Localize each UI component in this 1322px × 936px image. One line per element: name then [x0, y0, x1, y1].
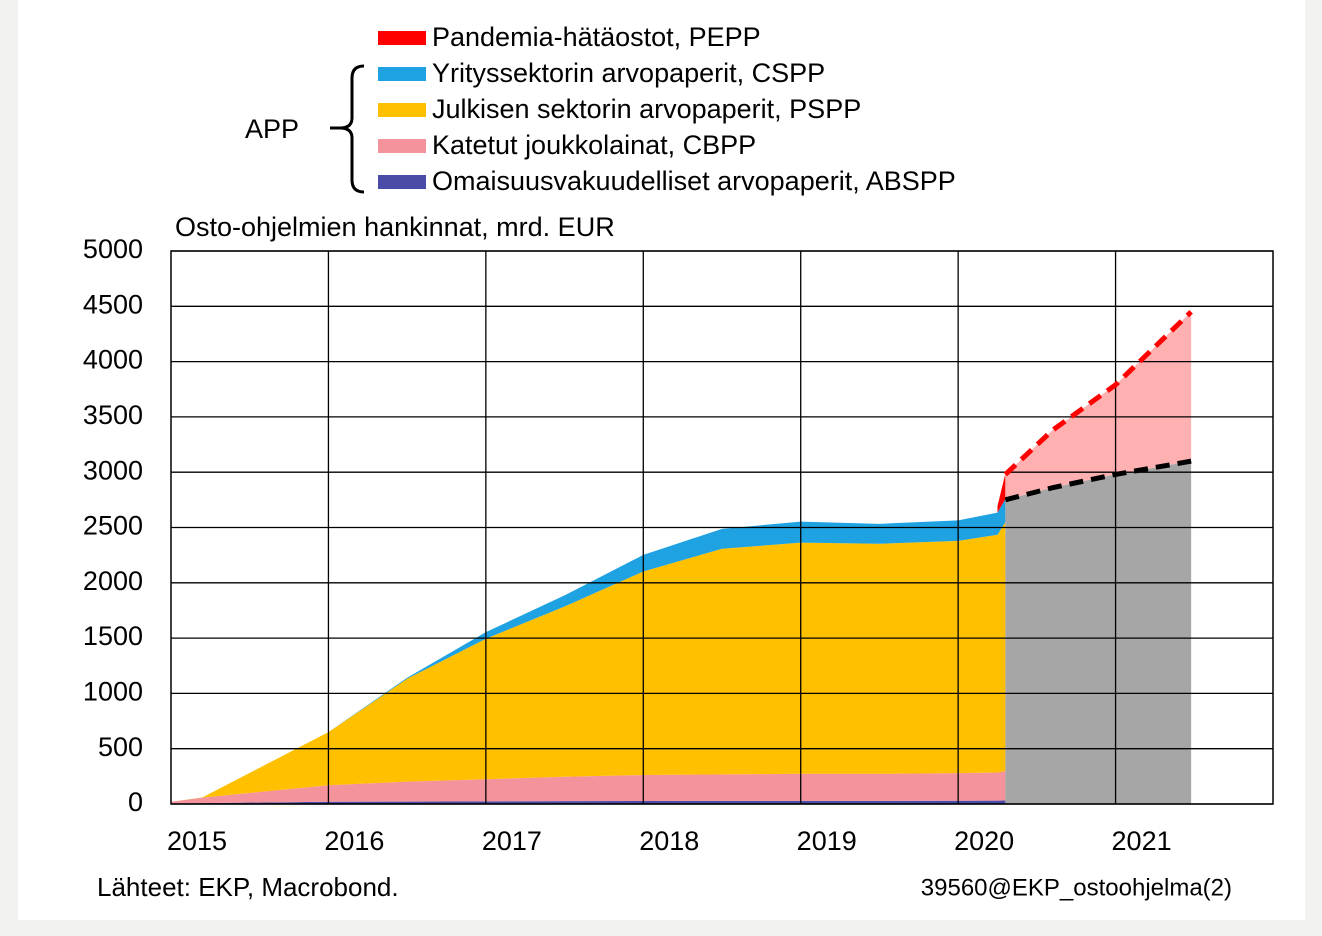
x-tick-label: 2015 — [167, 826, 227, 856]
y-tick-label: 3000 — [83, 455, 143, 485]
plot-frame — [170, 250, 1274, 805]
bracket-label: APP — [245, 114, 299, 144]
x-tick-label: 2021 — [1112, 826, 1172, 856]
x-tick-label: 2020 — [954, 826, 1014, 856]
y-tick-label: 5000 — [83, 234, 143, 264]
x-tick-label: 2017 — [482, 826, 542, 856]
legend-label: Omaisuusvakuudelliset arvopaperit, ABSPP — [432, 166, 956, 196]
y-tick-label: 1000 — [83, 677, 143, 707]
area — [171, 522, 1006, 802]
legend-label: Julkisen sektorin arvopaperit, PSPP — [432, 94, 861, 124]
y-tick-label: 4500 — [83, 289, 143, 319]
area — [171, 800, 1006, 804]
legend-swatch — [378, 31, 426, 45]
y-tick-label: 4000 — [83, 345, 143, 375]
forecast-app-area — [1005, 461, 1192, 804]
axis-title: Osto-ohjelmien hankinnat, mrd. EUR — [175, 212, 615, 242]
legend-swatch — [378, 103, 426, 117]
legend-label: Katetut joukkolainat, CBPP — [432, 130, 756, 160]
x-tick-label: 2018 — [639, 826, 699, 856]
source: Lähteet: EKP, Macrobond. — [97, 872, 399, 902]
forecast-pepp-line — [1003, 310, 1193, 477]
x-tick-label: 2016 — [324, 826, 384, 856]
area — [997, 473, 1006, 513]
legend-label: Yrityssektorin arvopaperit, CSPP — [432, 58, 825, 88]
y-tick-label: 3500 — [83, 400, 143, 430]
code: 39560@EKP_ostoohjelma(2) — [921, 874, 1232, 901]
legend-label: Pandemia-hätäostot, PEPP — [432, 22, 761, 52]
x-tick-label: 2019 — [797, 826, 857, 856]
y-tick-label: 2000 — [83, 566, 143, 596]
y-tick-label: 1500 — [83, 621, 143, 651]
y-tick-label: 2500 — [83, 511, 143, 541]
y-tick-label: 500 — [98, 732, 143, 762]
legend-swatch — [378, 67, 426, 81]
y-tick-label: 0 — [128, 787, 143, 817]
legend-swatch — [378, 139, 426, 153]
area — [171, 771, 1006, 804]
legend-swatch — [378, 175, 426, 189]
forecast-app-line — [1004, 458, 1192, 503]
area — [171, 499, 1006, 802]
